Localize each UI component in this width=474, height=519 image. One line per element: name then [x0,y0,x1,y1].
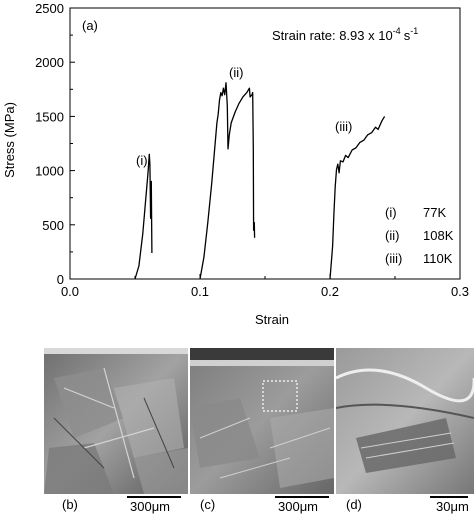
caption-c: (c) [200,497,216,512]
sem-image-d [336,348,474,494]
scalebar-d [430,496,468,498]
curve-label-i: (i) [136,153,148,168]
sem-image-b [44,348,188,494]
curve-label-ii: (ii) [229,65,243,80]
y-tick-label: 500 [42,218,64,233]
x-tick-label: 0.0 [61,284,79,299]
y-axis-label: Stress (MPa) [2,102,17,178]
stress-strain-chart: 0.0 0.1 0.2 0.3 0 500 1000 1500 2000 2500 Strain… [2,1,469,327]
y-tick-label: 1000 [35,164,64,179]
caption-b: (b) [62,497,78,512]
y-tick-label: 0 [57,272,64,287]
micrograph-b [44,348,188,494]
series-line-2 [199,82,256,280]
strain-rate-unit: s [404,28,411,43]
plot-frame [69,7,461,280]
legend-temp-iii: 110K [423,251,453,266]
y-tick-label: 2500 [35,1,64,16]
x-ticks: 0.0 0.1 0.2 0.3 [61,274,469,299]
legend-temp-i: 77K [423,205,446,220]
legend-id-ii: (ii) [385,228,399,243]
sem-image-c [190,348,334,494]
strain-rate-exp: -4 [393,26,401,36]
x-tick-label: 0.3 [451,284,469,299]
caption-d: (d) [346,497,362,512]
legend: (i) 77K (ii) 108K (iii) 110K [385,205,454,266]
series-line-3 [329,116,386,280]
scalebar-b [127,496,181,498]
y-tick-label: 1500 [35,109,64,124]
scale-label-c: 300μm [278,499,319,514]
legend-id-iii: (iii) [385,251,402,266]
zoom-region-box [262,380,298,412]
micrograph-d [336,348,474,494]
micrograph-strip [0,340,474,519]
y-tick-label: 2000 [35,55,64,70]
legend-id-i: (i) [385,205,397,220]
legend-temp-ii: 108K [423,228,454,243]
x-tick-label: 0.2 [321,284,339,299]
scale-label-d: 30μm [436,499,469,514]
micrograph-c [190,348,334,494]
curve-label-iii: (iii) [335,119,352,134]
strain-rate-annotation: Strain rate: 8.93 x 10-4 s-1 [272,26,418,43]
y-ticks: 0 500 1000 1500 2000 2500 [35,1,75,287]
strain-rate-unit-exp: -1 [410,26,418,36]
panel-label-a: (a) [82,18,98,33]
series-line-1 [134,153,153,280]
x-axis-label: Strain [255,312,289,327]
series-group [134,82,386,280]
scale-label-b: 300μm [130,499,171,514]
scalebar-c [275,496,329,498]
x-tick-label: 0.1 [191,284,209,299]
strain-rate-text: Strain rate: 8.93 x 10 [272,28,393,43]
micrograph-captions: (b) 300μm (c) 300μm (d) 30μm [0,495,474,519]
